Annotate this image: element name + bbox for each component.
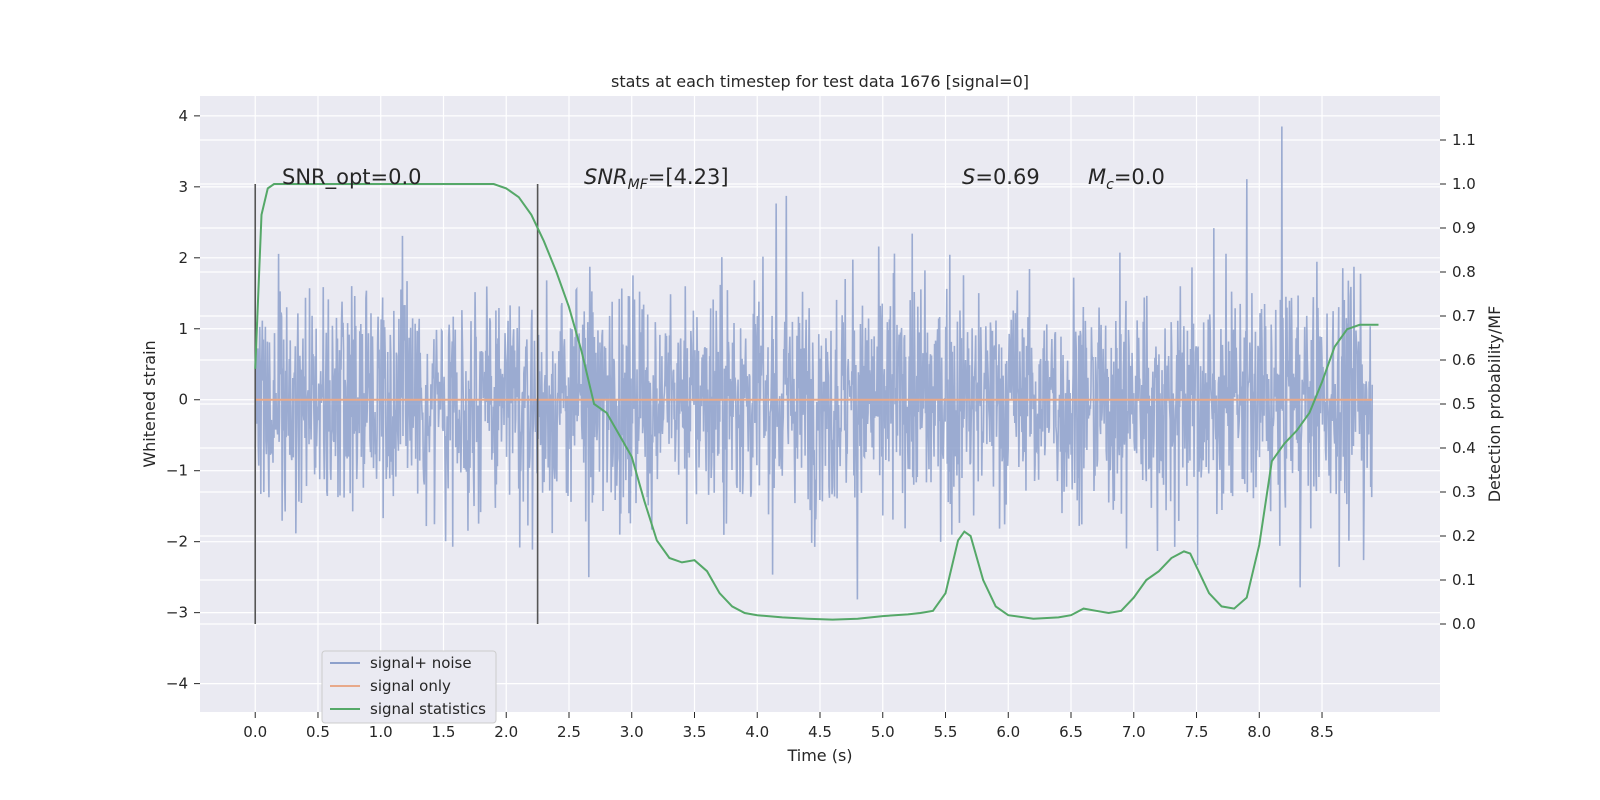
x-tick-label: 1.5: [432, 723, 456, 741]
legend-label-signal-noise: signal+ noise: [370, 654, 472, 672]
y-right-tick-label: 0.9: [1452, 219, 1476, 237]
y-left-tick-label: 1: [178, 320, 188, 338]
y-left-tick-label: −4: [166, 675, 188, 693]
x-tick-label: 5.5: [934, 723, 958, 741]
annotation-mc: Mc=0.0: [1088, 165, 1165, 193]
legend-label-signal-only: signal only: [370, 677, 451, 695]
annotation-snr-mf-value: =[4.23]: [648, 165, 729, 189]
x-axis-label: Time (s): [786, 746, 852, 765]
y-left-tick-label: 4: [178, 107, 188, 125]
annotation-snr-opt: SNR_opt=0.0: [282, 165, 422, 190]
y-right-tick-label: 0.6: [1452, 351, 1476, 369]
x-tick-label: 6.5: [1059, 723, 1083, 741]
signal-noise-series: [254, 126, 1374, 600]
annotation-mc-value: =0.0: [1114, 165, 1165, 189]
y-right-tick-label: 0.3: [1452, 483, 1476, 501]
chart-title: stats at each timestep for test data 167…: [611, 72, 1029, 91]
annotation-mc-sub: c: [1106, 177, 1114, 193]
legend: signal+ noise signal only signal statist…: [321, 650, 497, 724]
annotation-snr-mf-base: SNR: [584, 165, 628, 189]
x-tick-label: 3.5: [683, 723, 707, 741]
annotation-s-value: =0.69: [975, 165, 1039, 189]
annotation-s-base: S: [962, 165, 975, 189]
y-left-tick-label: 2: [178, 249, 188, 267]
x-tick-label: 2.0: [494, 723, 518, 741]
vertical-markers: [254, 184, 539, 624]
signal-statistics-line: [254, 183, 1379, 621]
x-tick-label: 8.5: [1310, 723, 1334, 741]
y-right-tick-label: 0.1: [1452, 571, 1476, 589]
x-tick-label: 7.0: [1122, 723, 1146, 741]
y-left-tick-label: −1: [166, 462, 188, 480]
signal-noise-trace: [254, 126, 1374, 600]
y-right-tick-label: 0.7: [1452, 307, 1476, 325]
x-tick-label: 1.0: [369, 723, 393, 741]
y-left-tick-label: −3: [166, 604, 188, 622]
y-left-tick-labels: 4 3 2 1 0 −1 −2 −3 −4: [166, 107, 200, 693]
x-tick-label: 0.0: [243, 723, 267, 741]
y-left-tick-label: 3: [178, 178, 188, 196]
y-right-tick-label: 0.4: [1452, 439, 1476, 457]
annotation-snr-mf-sub: MF: [628, 177, 649, 193]
annotation-s: S=0.69: [962, 165, 1040, 189]
y-right-tick-label: 1.0: [1452, 175, 1476, 193]
x-tick-label: 0.5: [306, 723, 330, 741]
x-tick-label: 7.5: [1185, 723, 1209, 741]
x-tick-label: 8.0: [1247, 723, 1271, 741]
y-right-tick-label: 0.8: [1452, 263, 1476, 281]
y-right-tick-label: 0.2: [1452, 527, 1476, 545]
y-left-axis-label: Whitened strain: [140, 340, 159, 467]
legend-box: [321, 650, 497, 724]
x-tick-label: 4.5: [808, 723, 832, 741]
y-right-axis-label: Detection probability/MF: [1485, 306, 1504, 503]
x-tick-label: 4.0: [745, 723, 769, 741]
annotation-snr-mf: SNRMF=[4.23]: [584, 165, 729, 193]
y-left-tick-label: −2: [166, 533, 188, 551]
x-tick-label: 3.0: [620, 723, 644, 741]
y-right-tick-labels: 1.1 1.0 0.9 0.8 0.7 0.6 0.5 0.4 0.3 0.2 0.1 0.0: [1440, 131, 1476, 633]
legend-label-signal-statistics: signal statistics: [370, 700, 486, 718]
y-right-tick-label: 0.5: [1452, 395, 1476, 413]
y-right-tick-label: 1.1: [1452, 131, 1476, 149]
y-left-tick-label: 0: [178, 391, 188, 409]
x-tick-label: 5.0: [871, 723, 895, 741]
x-tick-label: 6.0: [996, 723, 1020, 741]
y-right-tick-label: 0.0: [1452, 615, 1476, 633]
x-tick-labels: 0.0 0.5 1.0 1.5 2.0 2.5 3.0 3.5 4.0 4.5 5.0 5.5 6.0 6…: [243, 712, 1334, 741]
annotation-mc-base: M: [1088, 165, 1106, 189]
x-tick-label: 2.5: [557, 723, 581, 741]
